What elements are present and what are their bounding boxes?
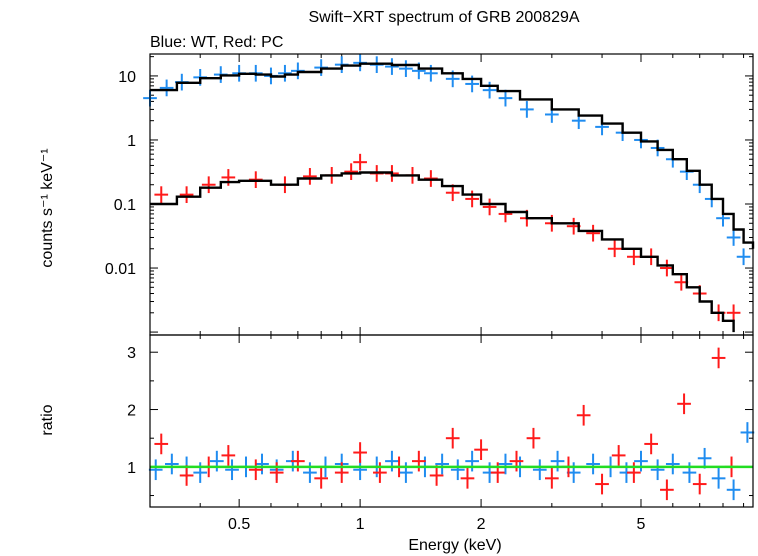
spectrum-panel: 10 1 0.1 0.01 — [105, 54, 755, 335]
y-axis-label-ratio: ratio — [39, 404, 56, 435]
pc-data-point — [179, 186, 194, 203]
chart-title: Swift−XRT spectrum of GRB 200829A — [308, 9, 579, 26]
pc-data-point — [201, 176, 216, 194]
pc-ratio-point — [576, 404, 591, 426]
pc-data-point — [660, 259, 674, 277]
pc-ratio-point — [179, 465, 194, 486]
x-tick-label: 5 — [637, 516, 646, 533]
wt-ratio-point — [303, 462, 317, 483]
wt-ratio-point — [399, 462, 413, 483]
pc-ratio-point — [460, 468, 475, 489]
pc-data-point — [726, 304, 741, 322]
pc-data-point — [353, 153, 367, 171]
y-tick-label: 0.01 — [105, 261, 136, 278]
pc-ratio-point — [509, 450, 524, 472]
wt-data-point — [385, 58, 399, 75]
y-axis-label-spectrum: counts s⁻¹ keV⁻¹ — [39, 148, 56, 267]
wt-ratio-point — [450, 459, 465, 481]
pc-ratio-point — [411, 450, 426, 472]
pc-ratio-point — [644, 433, 658, 455]
wt-data-point — [278, 64, 292, 82]
pc-ratio-point — [248, 459, 263, 481]
y-tick-label: 1 — [127, 460, 136, 477]
wt-data-point — [482, 81, 497, 99]
pc-ratio-point — [429, 465, 444, 486]
x-tick-label: 2 — [477, 516, 486, 533]
wt-ratio-point — [697, 447, 712, 469]
pc-ratio-point — [490, 462, 505, 483]
x-tick-label: 1 — [356, 516, 365, 533]
pc-ratio-point — [269, 462, 284, 483]
wt-ratio-point — [435, 453, 449, 475]
wt-ratio-point — [586, 453, 600, 475]
pc-ratio-point — [660, 479, 674, 501]
ratio-frame — [149, 334, 754, 508]
pc-ratio-point — [445, 427, 460, 449]
y-tick-label: 3 — [127, 345, 136, 362]
x-tick-label: 0.5 — [228, 516, 250, 533]
wt-ratio-point — [498, 453, 513, 475]
wt-ratio-point — [740, 422, 755, 443]
pc-data-point — [344, 163, 359, 180]
y-tick-label: 1 — [127, 133, 136, 150]
ratio-panel: 0.5 1 2 5 3 2 1 — [127, 335, 755, 533]
wt-ratio-point — [650, 459, 665, 481]
pc-ratio-point — [692, 473, 707, 495]
wt-ratio-point — [726, 479, 741, 501]
wt-ratio-point — [532, 459, 547, 481]
wt-data-point — [159, 79, 174, 97]
pc-ratio-point — [154, 433, 169, 455]
wt-model-line — [150, 62, 755, 249]
wt-data-point — [726, 229, 741, 246]
pc-ratio-point — [526, 427, 541, 449]
wt-ratio-point — [225, 459, 239, 481]
pc-data-point — [586, 224, 600, 242]
wt-data-point — [736, 248, 751, 266]
pc-ratio-point — [677, 393, 691, 415]
pc-ratio-point — [595, 473, 609, 495]
wt-ratio-point — [665, 453, 680, 475]
pc-data-point — [154, 186, 169, 203]
pc-data-point — [303, 168, 317, 185]
pc-model-line — [150, 171, 735, 333]
chart-subtitle: Blue: WT, Red: PC — [150, 34, 283, 51]
wt-ratio-point — [385, 450, 399, 472]
pc-ratio-point — [627, 462, 641, 483]
wt-ratio-point — [164, 453, 179, 475]
wt-ratio-point — [148, 459, 163, 481]
y-tick-label: 2 — [127, 403, 136, 420]
y-tick-label: 10 — [118, 69, 136, 86]
wt-ratio-point — [255, 453, 269, 475]
wt-data-point — [399, 60, 413, 77]
pc-ratio-point — [314, 468, 329, 489]
pc-ratio-point — [353, 442, 367, 463]
pc-ratio-point — [221, 445, 236, 466]
pc-data-point — [482, 198, 497, 216]
wt-ratio-point — [711, 468, 726, 489]
spectrum-frame — [149, 53, 754, 336]
wt-ratio-point — [209, 450, 224, 472]
y-tick-label: 0.1 — [114, 197, 136, 214]
pc-ratio-point — [544, 468, 559, 489]
pc-data-point — [607, 240, 622, 258]
pc-ratio-point — [711, 347, 726, 369]
wt-data-point — [520, 101, 534, 118]
wt-ratio-point — [682, 462, 697, 483]
wt-ratio-point — [634, 450, 648, 472]
wt-data-point — [498, 89, 513, 107]
pc-ratio-point — [334, 462, 349, 483]
pc-data-point — [465, 190, 479, 208]
pc-ratio-point — [474, 439, 488, 460]
x-axis-label: Energy (keV) — [408, 537, 501, 554]
pc-ratio-point — [611, 445, 626, 466]
wt-ratio-point — [193, 462, 208, 483]
pc-ratio-point — [373, 462, 387, 483]
pc-data-point — [627, 248, 641, 266]
